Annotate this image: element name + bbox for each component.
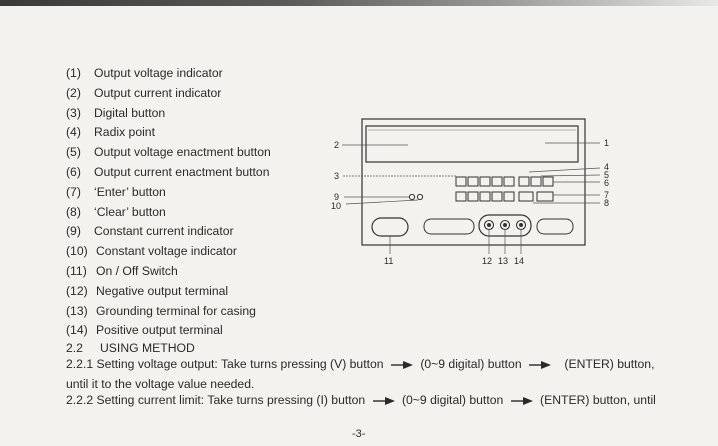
positive-terminal xyxy=(515,219,527,231)
callout-2: 2 xyxy=(334,140,339,150)
positive-terminal-core xyxy=(519,223,523,227)
digital-button xyxy=(491,176,503,187)
ground-terminal xyxy=(499,219,511,231)
digital-button xyxy=(503,176,515,187)
enter-button xyxy=(536,191,554,202)
callout-9: 9 xyxy=(334,192,339,202)
leader-line xyxy=(540,174,601,177)
callout-7: 7 xyxy=(604,190,609,200)
legend-item: (12) Negative output terminal xyxy=(66,283,229,298)
digital-button xyxy=(455,191,467,202)
legend-item: (8) ‘Clear’ button xyxy=(66,204,166,219)
callout-13: 13 xyxy=(498,256,508,266)
callout-4: 4 xyxy=(604,162,609,172)
current-enactment-button xyxy=(542,176,554,187)
callout-6: 6 xyxy=(604,178,609,188)
paragraph-voltage: 2.2.1 Setting voltage output: Take turns… xyxy=(66,357,655,371)
arrow-right-icon xyxy=(529,360,551,369)
clear-button xyxy=(518,191,534,202)
page-number: -3- xyxy=(352,428,366,440)
legend-item: (11) On / Off Switch xyxy=(66,263,178,278)
digital-button xyxy=(479,176,491,187)
constant-current-indicator xyxy=(408,193,416,201)
radix-point-button xyxy=(518,176,530,187)
section-heading: 2.2 USING METHOD xyxy=(66,341,195,355)
digital-button xyxy=(503,191,515,202)
panel-blank-plate xyxy=(536,218,574,235)
display-window xyxy=(365,125,579,163)
leader-line xyxy=(345,199,419,205)
callout-5: 5 xyxy=(604,170,609,180)
callout-10: 10 xyxy=(331,201,341,211)
scan-edge xyxy=(0,0,718,6)
legend-item: (14) Positive output terminal xyxy=(66,323,223,338)
on-off-switch xyxy=(371,217,409,237)
front-panel-diagram: 1 2 3 4 5 6 7 8 9 10 11 12 13 14 xyxy=(331,118,609,266)
digital-button xyxy=(467,176,479,187)
callout-8: 8 xyxy=(604,198,609,208)
paragraph-current: 2.2.2 Setting current limit: Take turns … xyxy=(66,393,656,407)
panel-blank-plate xyxy=(423,218,475,235)
voltage-enactment-button xyxy=(530,176,542,187)
legend-item: (1) Output voltage indicator xyxy=(66,66,223,80)
callout-14: 14 xyxy=(514,256,524,266)
digital-button xyxy=(467,191,479,202)
arrow-right-icon xyxy=(390,360,413,369)
legend-item: (5) Output voltage enactment button xyxy=(66,145,271,160)
digital-button xyxy=(455,176,467,187)
callout-3: 3 xyxy=(334,171,339,181)
negative-terminal xyxy=(483,219,495,231)
legend-item: (6) Output current enactment button xyxy=(66,164,270,179)
legend-item: (13) Grounding terminal for casing xyxy=(66,303,256,318)
ground-terminal-core xyxy=(503,223,507,227)
legend-item: (3) Digital button xyxy=(66,105,166,120)
legend-item: (2) Output current indicator xyxy=(66,85,222,100)
callout-11: 11 xyxy=(384,256,393,266)
legend-item: (7) ‘Enter’ button xyxy=(66,184,166,199)
legend-item: (9) Constant current indicator xyxy=(66,224,234,239)
callout-1: 1 xyxy=(604,138,609,148)
callout-12: 12 xyxy=(482,256,492,266)
legend-item: (4) Radix point xyxy=(66,125,155,140)
constant-voltage-indicator xyxy=(416,193,424,201)
arrow-right-icon xyxy=(510,396,533,405)
arrow-right-icon xyxy=(372,396,395,405)
paragraph-voltage-continued: until it to the voltage value needed. xyxy=(66,377,255,391)
negative-terminal-core xyxy=(487,223,491,227)
legend-item: (10) Constant voltage indicator xyxy=(66,244,237,259)
digital-button xyxy=(491,191,503,202)
digital-button xyxy=(479,191,491,202)
leader-line xyxy=(528,167,601,173)
component-legend: (1) Output voltage indicator (2) Output cu… xyxy=(66,64,271,341)
